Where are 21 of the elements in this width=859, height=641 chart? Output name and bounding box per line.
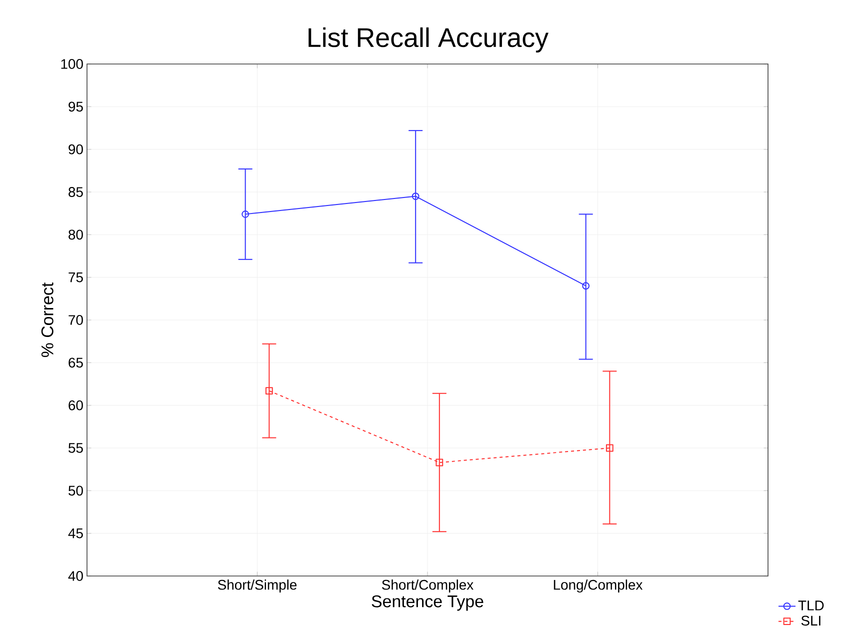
chart-title: List Recall Accuracy	[308, 27, 548, 52]
y-tick-label: 80	[68, 230, 83, 240]
y-tick-label: 85	[68, 187, 83, 197]
y-tick-label: 50	[68, 486, 83, 496]
y-tick-label: 100	[61, 59, 83, 69]
y-tick-label: 70	[68, 315, 83, 325]
legend-label: SLI	[801, 616, 820, 626]
y-tick-label: 90	[68, 144, 83, 154]
x-tick-label: Long/Complex	[554, 580, 643, 593]
x-tick-label: Short/Complex	[382, 580, 474, 593]
y-tick-label: 40	[68, 571, 83, 581]
x-axis-title: Sentence Type	[372, 595, 484, 611]
y-axis-title: % Correct	[41, 282, 54, 358]
legend-label: TLD	[798, 600, 824, 610]
y-tick-label: 55	[68, 443, 83, 453]
y-tick-label: 75	[68, 272, 83, 282]
y-tick-label: 95	[68, 102, 83, 112]
x-tick-label: Short/Simple	[218, 580, 297, 593]
y-tick-label: 60	[68, 400, 83, 410]
y-tick-label: 65	[68, 358, 83, 368]
y-tick-label: 45	[68, 528, 83, 538]
